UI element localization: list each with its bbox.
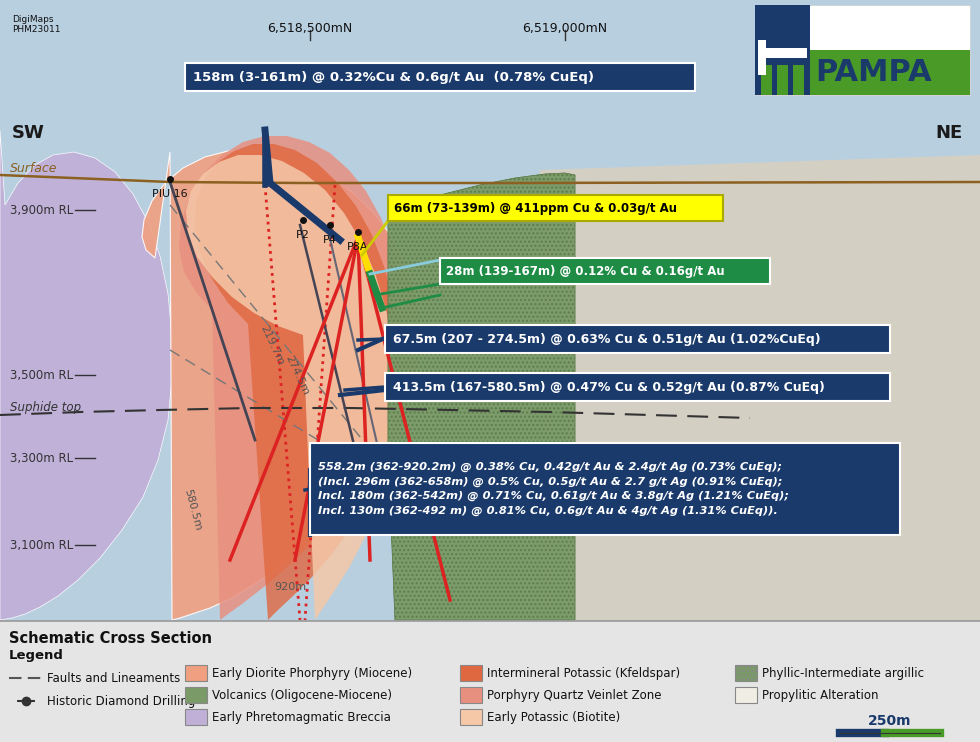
Text: Legend: Legend [9,649,64,662]
Text: SW: SW [12,124,45,142]
FancyBboxPatch shape [460,687,482,703]
Text: 250m: 250m [868,714,911,728]
Text: DigiMaps
PHM23011: DigiMaps PHM23011 [12,15,61,34]
FancyBboxPatch shape [385,325,890,353]
Text: Intermineral Potassic (Kfeldspar): Intermineral Potassic (Kfeldspar) [487,666,680,680]
Text: P4: P4 [323,235,337,245]
FancyBboxPatch shape [310,443,900,535]
Text: P2: P2 [296,230,310,240]
Text: 580.5m: 580.5m [182,488,203,532]
Text: 6,518,500mN: 6,518,500mN [268,22,353,35]
Text: Propylitic Alteration: Propylitic Alteration [762,689,878,701]
Text: 67.5m (207 - 274.5m) @ 0.63% Cu & 0.51g/t Au (1.02%CuEq): 67.5m (207 - 274.5m) @ 0.63% Cu & 0.51g/… [393,332,820,346]
Text: 3,500m RL: 3,500m RL [10,369,74,381]
FancyBboxPatch shape [185,709,207,725]
FancyBboxPatch shape [793,65,804,95]
FancyBboxPatch shape [761,65,772,95]
Text: Surface: Surface [10,162,58,174]
Text: Faults and Lineaments: Faults and Lineaments [47,672,180,685]
Text: PIU 16: PIU 16 [152,189,188,199]
FancyBboxPatch shape [185,63,695,91]
Text: Historic Diamond Drilling: Historic Diamond Drilling [47,695,195,708]
Text: 3,300m RL: 3,300m RL [10,451,74,464]
Polygon shape [179,136,402,620]
Text: NE: NE [935,124,962,142]
Text: 66m (73-139m) @ 411ppm Cu & 0.03g/t Au: 66m (73-139m) @ 411ppm Cu & 0.03g/t Au [394,202,677,214]
Text: Early Potassic (Biotite): Early Potassic (Biotite) [487,711,620,723]
Polygon shape [0,130,172,620]
Text: 3,900m RL: 3,900m RL [10,203,74,217]
Text: 920m: 920m [274,582,306,592]
Text: Early Diorite Phorphyry (Miocene): Early Diorite Phorphyry (Miocene) [212,666,413,680]
Text: 158m (3-161m) @ 0.32%Cu & 0.6g/t Au  (0.78% CuEq): 158m (3-161m) @ 0.32%Cu & 0.6g/t Au (0.7… [193,70,594,84]
FancyBboxPatch shape [735,687,757,703]
Polygon shape [195,144,399,620]
FancyBboxPatch shape [185,687,207,703]
FancyBboxPatch shape [460,709,482,725]
Text: Phyllic-Intermediate argillic: Phyllic-Intermediate argillic [762,666,924,680]
FancyBboxPatch shape [0,621,980,742]
Text: 6,519,000mN: 6,519,000mN [522,22,608,35]
FancyBboxPatch shape [810,50,970,95]
Text: Suphide top: Suphide top [10,401,81,413]
Text: Early Phretomagmatic Breccia: Early Phretomagmatic Breccia [212,711,391,723]
Polygon shape [520,155,980,620]
FancyBboxPatch shape [440,258,770,284]
FancyBboxPatch shape [755,5,970,95]
Text: 3,100m RL: 3,100m RL [10,539,74,551]
FancyBboxPatch shape [755,5,810,95]
FancyBboxPatch shape [777,65,788,95]
FancyBboxPatch shape [755,50,810,95]
FancyBboxPatch shape [735,665,757,681]
Polygon shape [388,173,575,620]
Polygon shape [142,150,422,620]
FancyBboxPatch shape [388,195,723,221]
Polygon shape [186,155,396,620]
Text: Porphyry Quartz Veinlet Zone: Porphyry Quartz Veinlet Zone [487,689,662,701]
Text: Schematic Cross Section: Schematic Cross Section [9,631,212,646]
Polygon shape [388,173,575,620]
Text: 558.2m (362-920.2m) @ 0.38% Cu, 0.42g/t Au & 2.4g/t Ag (0.73% CuEq);
(Incl. 296m: 558.2m (362-920.2m) @ 0.38% Cu, 0.42g/t … [318,462,789,516]
Text: 219.7m: 219.7m [258,324,285,367]
Text: PAMPA: PAMPA [815,57,932,87]
FancyBboxPatch shape [460,665,482,681]
FancyBboxPatch shape [758,48,807,58]
Text: 28m (139-167m) @ 0.12% Cu & 0.16g/t Au: 28m (139-167m) @ 0.12% Cu & 0.16g/t Au [446,264,724,278]
FancyBboxPatch shape [185,665,207,681]
Text: 274.5m: 274.5m [283,353,311,396]
FancyBboxPatch shape [758,40,766,75]
Text: P8A: P8A [347,242,368,252]
Text: 413.5m (167-580.5m) @ 0.47% Cu & 0.52g/t Au (0.87% CuEq): 413.5m (167-580.5m) @ 0.47% Cu & 0.52g/t… [393,381,825,393]
Text: METALS: METALS [815,23,919,47]
Text: Volcanics (Oligocene-Miocene): Volcanics (Oligocene-Miocene) [212,689,392,701]
FancyBboxPatch shape [385,373,890,401]
